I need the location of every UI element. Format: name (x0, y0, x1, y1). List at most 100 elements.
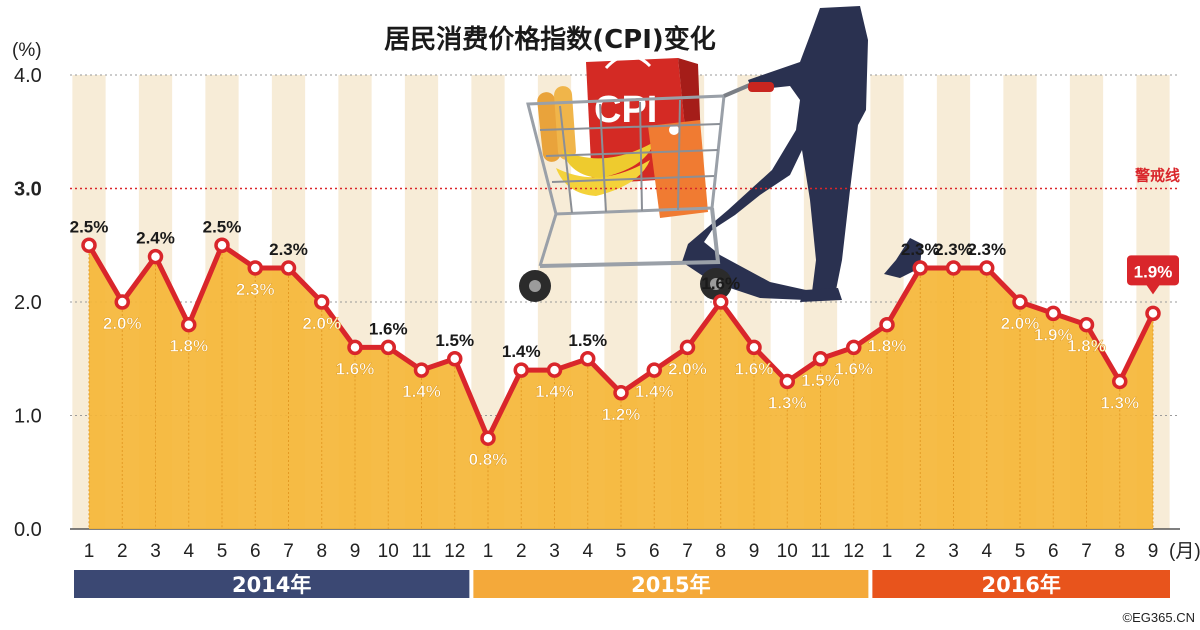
data-point (81, 237, 97, 253)
x-tick-label: 5 (616, 541, 627, 562)
x-tick-label: 1 (483, 541, 494, 562)
data-point (945, 260, 962, 276)
x-tick-label: 8 (1114, 541, 1125, 562)
y-tick-label: 1.0 (14, 406, 42, 428)
x-tick-label: 11 (412, 541, 432, 562)
cart-wheel-icon (519, 268, 732, 302)
data-label: 1.4% (535, 382, 574, 401)
cpi-value-labels: 2.5% 2.0% 2.4% 1.8% 2.5% 2.3% 2.3% 2.0% 1.6% 1.6%… (70, 217, 1179, 470)
data-label: 1.4% (635, 382, 674, 401)
x-tick-label: 12 (843, 541, 864, 562)
data-point (979, 260, 995, 276)
x-tick-label: 11 (811, 541, 831, 562)
x-tick-label: 2 (915, 541, 926, 562)
x-tick-label: 1 (882, 541, 893, 562)
year-band (872, 570, 1170, 598)
copyright-text: ©EG365.CN (1123, 610, 1195, 625)
x-tick-label: 3 (150, 541, 161, 562)
data-point (713, 294, 729, 310)
y-tick-label: 2.0 (14, 292, 42, 314)
data-label: 1.5% (801, 371, 840, 390)
y-axis-ticks: 0.0 1.0 2.0 3.0 4.0 (14, 65, 42, 541)
data-label: 2.3% (967, 240, 1006, 259)
x-tick-label: 2 (117, 541, 128, 562)
shopping-cart-illustration: CPI (519, 6, 922, 302)
data-point (280, 260, 297, 276)
data-label: 1.8% (868, 337, 907, 356)
data-label: 1.9% (1034, 325, 1073, 344)
data-label: 2.4% (136, 229, 175, 248)
cpi-points (81, 237, 1161, 446)
data-point (646, 362, 662, 378)
data-label: 1.4% (502, 342, 541, 361)
data-label: 2.3% (236, 280, 275, 299)
data-point (1045, 305, 1061, 322)
x-tick-label: 2 (516, 541, 527, 562)
data-point (214, 237, 230, 253)
data-point (912, 260, 928, 276)
data-point (147, 248, 164, 265)
data-label: 1.5% (435, 331, 474, 350)
year-band-label: 2015年 (631, 573, 710, 597)
data-label: 1.2% (602, 405, 641, 424)
y-tick-label: 0.0 (14, 519, 42, 541)
data-point (546, 362, 563, 378)
data-point (114, 294, 130, 310)
data-point (779, 373, 795, 390)
latest-value-pointer (1146, 284, 1160, 295)
data-label: 2.0% (668, 359, 707, 378)
data-point (1012, 294, 1028, 310)
year-band (74, 570, 470, 598)
x-tick-label: 6 (649, 541, 660, 562)
data-label: 1.4% (402, 382, 441, 401)
x-tick-label: 7 (1081, 541, 1092, 562)
data-label: 1.6% (369, 319, 408, 338)
shopper-silhouette-icon (682, 6, 922, 302)
x-tick-label: 3 (549, 541, 560, 562)
x-tick-label: 10 (378, 541, 399, 562)
x-axis-unit: (月) (1169, 541, 1200, 562)
data-label: 1.6% (336, 359, 375, 378)
x-tick-label: 10 (777, 541, 798, 562)
data-label: 1.9% (1134, 262, 1173, 281)
data-point (314, 294, 330, 310)
data-point (679, 339, 696, 356)
data-label: 1.6% (834, 359, 873, 378)
latest-value-badge (1127, 255, 1179, 286)
y-tick-label: 4.0 (14, 65, 42, 87)
data-label: 1.3% (1100, 393, 1139, 412)
cart-basket-icon (526, 82, 753, 268)
data-label: 1.5% (568, 331, 607, 350)
data-point (480, 430, 496, 446)
data-label: 2.0% (1001, 314, 1040, 333)
data-point (1145, 305, 1161, 322)
x-tick-label: 4 (981, 541, 992, 562)
year-bands: 2014年 2015年 2016年 (74, 570, 1170, 598)
data-label: 2.3% (269, 240, 308, 259)
data-label: 2.3% (901, 240, 940, 259)
data-label: 2.5% (70, 217, 109, 236)
data-point (513, 362, 529, 378)
x-tick-label: 7 (283, 541, 294, 562)
year-band (473, 570, 869, 598)
x-tick-label: 6 (250, 541, 261, 562)
cart-handle-icon (748, 82, 774, 92)
data-label: 2.5% (203, 217, 242, 236)
data-label: 1.6% (735, 359, 774, 378)
chart-title: 居民消费价格指数(CPI)变化 (384, 24, 716, 55)
y-axis-unit: (%) (12, 40, 42, 61)
data-label: 0.8% (469, 450, 508, 469)
y-tick-label: 3.0 (14, 179, 42, 201)
data-label: 1.8% (1067, 337, 1106, 356)
data-point (1078, 316, 1095, 333)
data-label: 1.8% (169, 337, 208, 356)
x-tick-label: 9 (749, 541, 760, 562)
x-tick-label: 9 (1148, 541, 1159, 562)
data-point (447, 351, 463, 367)
x-tick-label: 5 (217, 541, 228, 562)
x-tick-label: 9 (350, 541, 361, 562)
data-point (247, 260, 263, 276)
data-point (347, 339, 363, 356)
